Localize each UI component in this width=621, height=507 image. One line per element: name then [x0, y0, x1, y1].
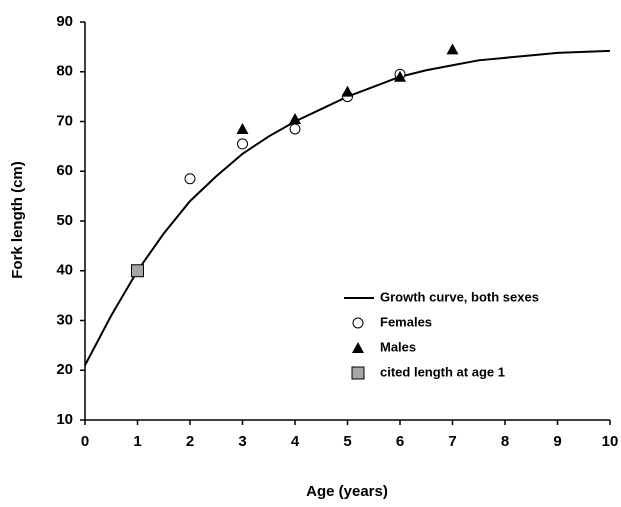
y-tick-label: 20 — [56, 361, 73, 378]
y-tick-label: 30 — [56, 311, 73, 328]
x-axis-label: Age (years) — [306, 483, 388, 500]
female-point — [184, 173, 196, 185]
x-tick-label: 4 — [291, 433, 300, 450]
y-tick-label: 90 — [56, 13, 73, 30]
male-point — [236, 122, 249, 134]
x-tick-label: 1 — [133, 433, 141, 450]
legend: Growth curve, both sexes Females Males cite… — [344, 289, 539, 380]
female-point — [237, 138, 248, 150]
x-tick-label: 9 — [553, 433, 561, 450]
male-point — [341, 85, 354, 97]
x-tick-label: 3 — [238, 433, 246, 450]
male-point — [446, 43, 459, 55]
x-tick-label: 10 — [602, 433, 619, 450]
y-tick-label: 70 — [56, 112, 73, 129]
y-axis-label: Fork length (cm) — [9, 161, 26, 279]
male-point — [394, 70, 406, 82]
y-tick-label: 50 — [56, 212, 73, 229]
y-tick-label: 40 — [56, 262, 73, 279]
x-tick-label: 6 — [396, 433, 404, 450]
legend-label: Males — [380, 339, 416, 354]
y-tick-label: 80 — [56, 63, 73, 80]
y-tick-label: 10 — [56, 411, 73, 428]
legend-swatch — [352, 342, 364, 353]
cited-point — [131, 264, 144, 278]
legend-label: Females — [380, 314, 432, 329]
x-tick-label: 2 — [186, 433, 194, 450]
male-point — [289, 113, 301, 125]
legend-label: cited length at age 1 — [380, 364, 505, 379]
legend-swatch — [351, 366, 365, 380]
legend-swatch — [352, 317, 364, 329]
legend-label: Growth curve, both sexes — [380, 289, 539, 304]
x-tick-label: 7 — [448, 433, 456, 450]
x-tick-label: 0 — [81, 433, 89, 450]
x-tick-label: 8 — [501, 433, 509, 450]
x-tick-label: 5 — [343, 433, 351, 450]
female-point — [289, 123, 301, 135]
y-tick-label: 60 — [56, 162, 73, 179]
